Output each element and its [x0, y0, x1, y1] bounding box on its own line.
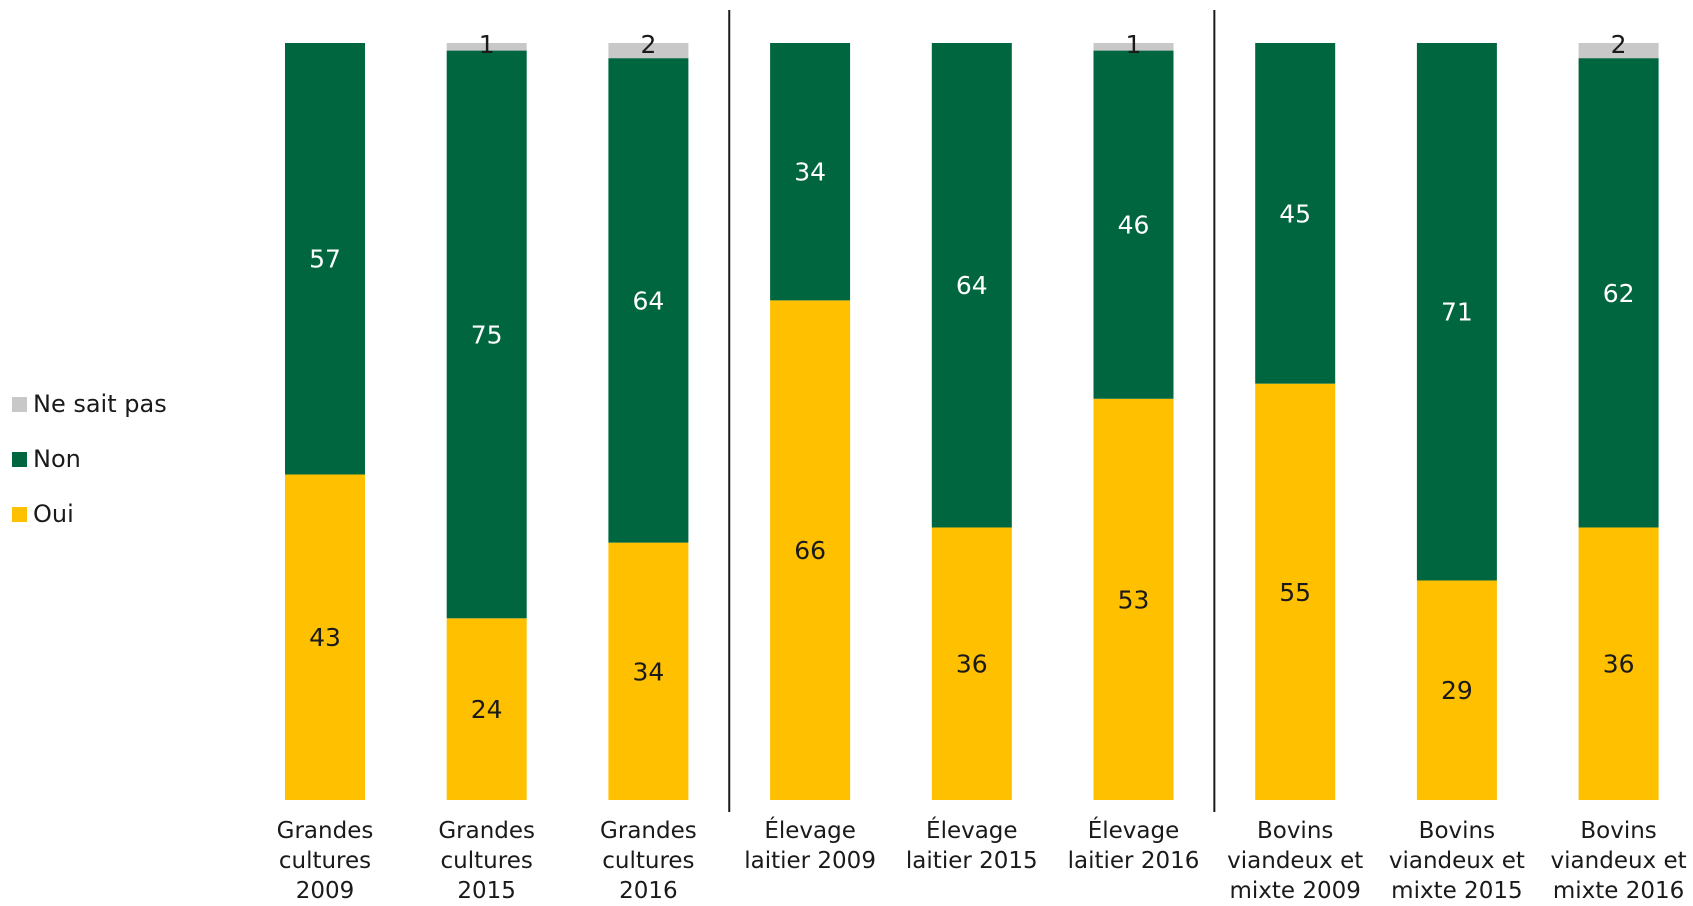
legend-swatch-non — [12, 451, 27, 467]
legend-item-ne-sait-pas: Ne sait pas — [12, 390, 167, 418]
x-tick-label-line: Grandes — [438, 818, 536, 844]
x-tick-label-6: Élevage laitier 2016 — [1059, 816, 1209, 876]
bar-non-8 — [1416, 43, 1497, 581]
data-label-non-1: 57 — [309, 245, 341, 274]
data-label-oui-9: 36 — [1603, 650, 1635, 679]
x-tick-label-line: laitier 2015 — [905, 848, 1038, 874]
data-label-non-7: 45 — [1279, 199, 1311, 228]
x-tick-label-5: Élevage laitier 2015 — [897, 816, 1047, 876]
data-label-non-6: 46 — [1118, 211, 1150, 240]
x-tick-label-line: Élevage — [1087, 818, 1180, 844]
x-tick-label-line: Grandes — [276, 818, 374, 844]
x-tick-label-line: viandeux et — [1388, 848, 1525, 874]
x-tick-label-line: 2016 — [619, 878, 678, 904]
bar-non-6 — [1093, 50, 1174, 399]
legend-label-oui: Oui — [33, 500, 74, 528]
x-tick-label-2: Grandes cultures 2015 — [412, 816, 562, 906]
bar-non-7 — [1255, 43, 1336, 384]
bar-oui-5 — [931, 527, 1012, 800]
data-label-ne-sait-pas-2: 1 — [479, 30, 495, 59]
data-label-non-3: 64 — [632, 286, 664, 315]
bar-oui-3 — [608, 542, 689, 800]
bar-ne-sait-pas-2 — [446, 43, 527, 51]
bar-oui-2 — [446, 618, 527, 800]
x-tick-label-line: 2015 — [457, 878, 516, 904]
legend-swatch-oui — [12, 506, 27, 522]
x-tick-label-line: cultures — [602, 848, 695, 874]
x-tick-label-line: 2009 — [295, 878, 355, 904]
x-tick-label-line: Bovins — [1418, 818, 1496, 844]
data-label-oui-7: 55 — [1279, 578, 1311, 607]
x-tick-label-line: cultures — [278, 848, 372, 874]
data-label-non-9: 62 — [1603, 279, 1635, 308]
data-label-non-2: 75 — [471, 320, 503, 349]
x-tick-label-line: viandeux et — [1227, 848, 1364, 874]
x-tick-label-line: laitier 2016 — [1067, 848, 1200, 874]
data-label-oui-2: 24 — [471, 695, 503, 724]
bar-oui-7 — [1255, 383, 1336, 800]
x-tick-label-1: Grandes cultures 2009 — [250, 816, 400, 906]
data-label-ne-sait-pas-9: 2 — [1611, 30, 1627, 59]
x-tick-label-line: mixte 2009 — [1229, 878, 1361, 904]
bar-oui-9 — [1578, 527, 1659, 800]
data-label-oui-8: 29 — [1441, 676, 1473, 705]
x-tick-label-9: Bovins viandeux et mixte 2016 — [1544, 816, 1693, 906]
x-tick-label-line: Bovins — [1256, 818, 1334, 844]
data-label-oui-3: 34 — [632, 657, 664, 686]
bar-non-4 — [770, 43, 851, 301]
data-label-ne-sait-pas-6: 1 — [1126, 30, 1142, 59]
x-tick-label-8: Bovins viandeux et mixte 2015 — [1382, 816, 1532, 906]
bar-non-2 — [446, 50, 527, 619]
x-tick-label-line: mixte 2016 — [1552, 878, 1685, 904]
legend-label-non: Non — [33, 445, 81, 473]
data-label-oui-1: 43 — [309, 623, 341, 652]
bar-ne-sait-pas-9 — [1578, 43, 1659, 59]
data-label-oui-6: 53 — [1118, 585, 1150, 614]
x-tick-label-4: Élevage laitier 2009 — [735, 816, 885, 876]
bar-oui-1 — [285, 474, 365, 800]
x-tick-label-line: cultures — [440, 848, 533, 874]
data-label-oui-4: 66 — [794, 536, 826, 565]
legend-label-ne-sait-pas: Ne sait pas — [33, 390, 167, 418]
bar-oui-4 — [770, 300, 851, 800]
x-tick-label-7: Bovins viandeux et mixte 2009 — [1220, 816, 1370, 906]
x-tick-label-line: laitier 2009 — [744, 848, 876, 874]
bar-non-1 — [285, 43, 365, 475]
bar-non-9 — [1578, 58, 1659, 528]
x-tick-label-line: Bovins — [1580, 818, 1657, 844]
data-label-non-8: 71 — [1441, 298, 1473, 327]
legend: Ne sait pas Non Oui — [12, 390, 167, 555]
legend-item-oui: Oui — [12, 500, 167, 528]
bar-ne-sait-pas-3 — [608, 43, 689, 59]
data-label-non-4: 34 — [794, 158, 826, 187]
x-tick-label-3: Grandes cultures 2016 — [573, 816, 723, 906]
data-label-ne-sait-pas-3: 2 — [640, 30, 656, 59]
data-label-non-5: 64 — [956, 271, 988, 300]
bar-non-3 — [608, 58, 689, 543]
x-tick-label-line: Élevage — [926, 818, 1018, 844]
data-label-oui-5: 36 — [956, 650, 988, 679]
x-tick-label-line: viandeux et — [1550, 848, 1687, 874]
bar-oui-8 — [1416, 580, 1497, 800]
x-tick-label-line: Élevage — [764, 818, 856, 844]
x-tick-label-line: Grandes — [600, 818, 697, 844]
legend-item-non: Non — [12, 445, 167, 473]
x-tick-label-line: mixte 2015 — [1391, 878, 1523, 904]
bar-ne-sait-pas-6 — [1093, 43, 1174, 51]
bar-oui-6 — [1093, 398, 1174, 800]
legend-swatch-ne-sait-pas — [12, 396, 27, 412]
bar-non-5 — [931, 43, 1012, 528]
